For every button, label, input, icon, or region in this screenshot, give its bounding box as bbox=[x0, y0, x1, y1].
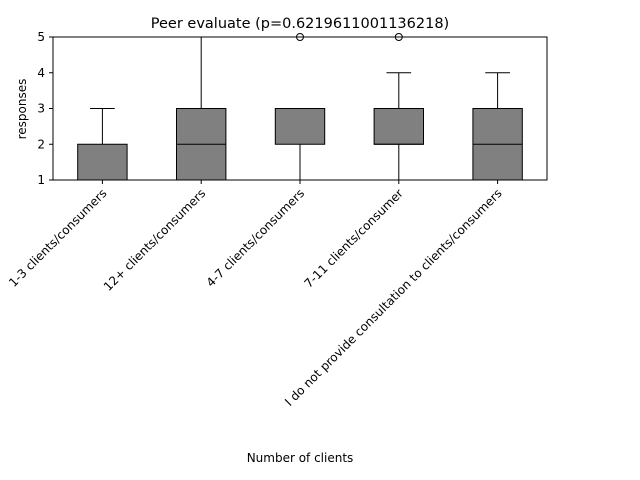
box-5 bbox=[472, 72, 523, 181]
x-tick-label: I do not provide consultation to clients… bbox=[282, 186, 505, 409]
iqr-box bbox=[77, 143, 128, 181]
box-1 bbox=[77, 108, 128, 181]
plot-area bbox=[52, 33, 548, 181]
chart-title: Peer evaluate (p=0.6219611001136218) bbox=[151, 16, 449, 32]
x-tick-label: 12+ clients/consumers bbox=[101, 186, 209, 294]
box-2 bbox=[176, 36, 227, 181]
y-tick-label: 2 bbox=[37, 137, 45, 151]
x-axis-label: Number of clients bbox=[247, 451, 354, 465]
box-3 bbox=[274, 33, 326, 181]
y-tick-label: 5 bbox=[37, 30, 45, 44]
y-tick-label: 1 bbox=[37, 173, 45, 187]
x-tick-label: 1-3 clients/consumers bbox=[6, 186, 109, 289]
y-tick-label: 3 bbox=[37, 102, 45, 116]
x-tick-label: 4-7 clients/consumers bbox=[204, 186, 307, 289]
iqr-box bbox=[274, 108, 326, 145]
iqr-box bbox=[373, 108, 425, 145]
x-tick-label: 7-11 clients/consumer bbox=[301, 186, 405, 290]
y-axis-label: responses bbox=[15, 79, 29, 140]
box-4 bbox=[373, 33, 425, 181]
y-tick-label: 4 bbox=[37, 66, 45, 80]
y-axis: 1 2 3 4 5 bbox=[37, 30, 53, 187]
